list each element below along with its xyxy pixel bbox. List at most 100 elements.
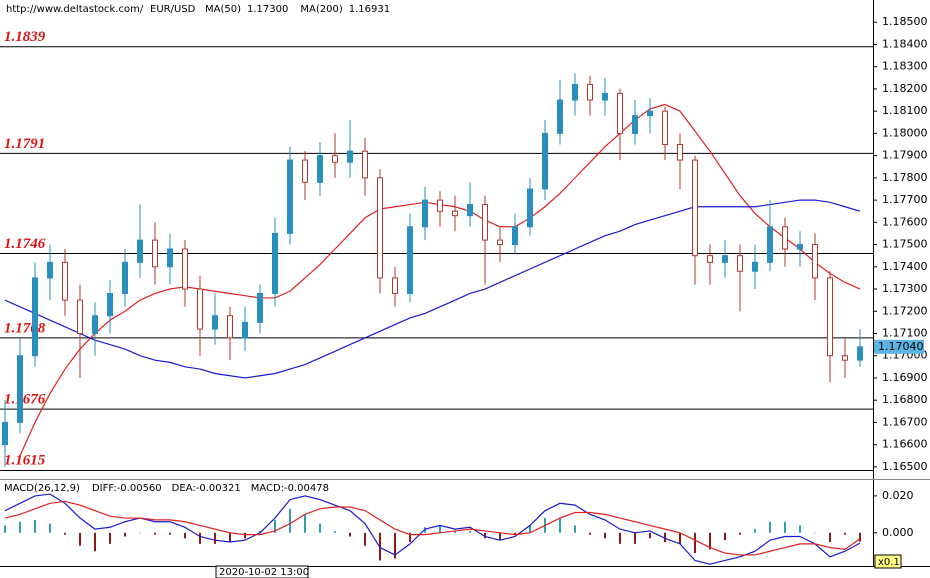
- candle-body: [212, 315, 218, 330]
- candle-body: [827, 277, 833, 357]
- candle-body: [497, 239, 503, 246]
- y-tick-label: 1.17800: [882, 171, 928, 184]
- candle-body: [437, 199, 443, 212]
- y-tick-label: 1.17900: [882, 149, 928, 162]
- ma-value: 1.17300: [247, 4, 288, 15]
- candle-body: [482, 204, 488, 241]
- y-tick-label: 1.17600: [882, 215, 928, 228]
- macd-bar: [814, 532, 816, 534]
- candle-body: [242, 321, 248, 339]
- macd-bar: [244, 532, 246, 539]
- y-tick-label: 1.16900: [882, 371, 928, 384]
- macd-bar: [529, 525, 531, 533]
- macd-bar: [154, 532, 156, 535]
- candle-body: [92, 315, 98, 334]
- macd-bar: [184, 532, 186, 539]
- candle-body: [152, 239, 158, 268]
- candle-body: [557, 99, 563, 134]
- candle-body: [62, 261, 68, 301]
- candle-body: [512, 226, 518, 246]
- last-price-box: [874, 339, 924, 354]
- macd-bar: [469, 530, 471, 533]
- macd-line: [4, 500, 861, 556]
- candle-body: [47, 261, 53, 279]
- macd-bar: [574, 525, 576, 533]
- macd-bar: [439, 525, 441, 533]
- macd-bar: [634, 532, 636, 544]
- candle-body: [422, 199, 428, 228]
- macd-bar: [349, 532, 351, 537]
- macd-series-label: DEA:-0.00321: [172, 483, 241, 494]
- candle-body: [407, 226, 413, 294]
- macd-bar: [679, 532, 681, 544]
- scale-box: [874, 554, 902, 569]
- macd-bar: [334, 530, 336, 533]
- candle-body: [452, 210, 458, 217]
- macd-bar: [199, 532, 201, 544]
- candle-body: [812, 244, 818, 279]
- y-tick-label: 1.18000: [882, 126, 928, 139]
- macd-bar: [754, 529, 756, 533]
- macd-bar: [259, 530, 261, 533]
- candle-body: [2, 421, 8, 446]
- candle-body: [467, 204, 473, 217]
- macd-bar: [484, 532, 486, 539]
- candle-body: [632, 115, 638, 134]
- macd-bar: [49, 523, 51, 533]
- macd-bar: [364, 532, 366, 546]
- macd-bar: [274, 519, 276, 533]
- level-label: 1.1615: [4, 452, 46, 468]
- candle-body: [17, 355, 23, 423]
- macd-bar: [649, 532, 651, 539]
- macd-bar: [454, 530, 456, 533]
- y-tick-label: 1.16700: [882, 415, 928, 428]
- candle-body: [767, 226, 773, 263]
- level-label: 1.1791: [4, 136, 45, 152]
- y-tick-label: 1.16600: [882, 438, 928, 451]
- macd-bar: [829, 532, 831, 543]
- candle-body: [542, 132, 548, 190]
- macd-bar: [499, 532, 501, 541]
- candle-body: [527, 188, 533, 228]
- candle-body: [692, 159, 698, 257]
- macd-bar: [289, 508, 291, 533]
- time-label: 2020-10-02 13:00: [219, 567, 309, 578]
- time-box: [215, 565, 309, 578]
- y-tick-label: 1.17500: [882, 238, 928, 251]
- candle-body: [377, 177, 383, 279]
- candle-body: [32, 277, 38, 357]
- ma-line: [4, 199, 861, 379]
- ma-name: MA(50): [205, 4, 241, 15]
- y-tick-label: 1.17700: [882, 193, 928, 206]
- candle-body: [617, 92, 623, 134]
- candle-body: [662, 110, 668, 146]
- candle-body: [602, 92, 608, 101]
- macd-bar: [124, 532, 126, 537]
- y-tick-label: 0.020: [882, 489, 914, 502]
- y-tick-label: 1.16500: [882, 460, 928, 473]
- macd-bar: [709, 532, 711, 550]
- macd-hist-label: MACD:-0.00478: [251, 483, 329, 494]
- candle-body: [362, 150, 368, 179]
- macd-bar: [559, 518, 561, 533]
- level-label: 1.1676: [4, 392, 46, 408]
- macd-bar: [409, 532, 411, 543]
- candle-body: [677, 144, 683, 161]
- ma-name: MA(200): [300, 4, 342, 15]
- macd-bar: [214, 532, 216, 544]
- candle-body: [302, 159, 308, 183]
- ma-value: 1.16931: [349, 4, 390, 15]
- y-tick-label: 1.17100: [882, 326, 928, 339]
- macd-bar: [694, 532, 696, 554]
- candle-body: [167, 248, 173, 268]
- macd-bar: [304, 514, 306, 533]
- scale-label: x0.1: [878, 557, 900, 568]
- candle-body: [272, 232, 278, 294]
- macd-bar: [859, 532, 861, 542]
- macd-bar: [769, 521, 771, 533]
- candle-body: [707, 255, 713, 263]
- candle-body: [737, 255, 743, 272]
- candle-body: [227, 315, 233, 339]
